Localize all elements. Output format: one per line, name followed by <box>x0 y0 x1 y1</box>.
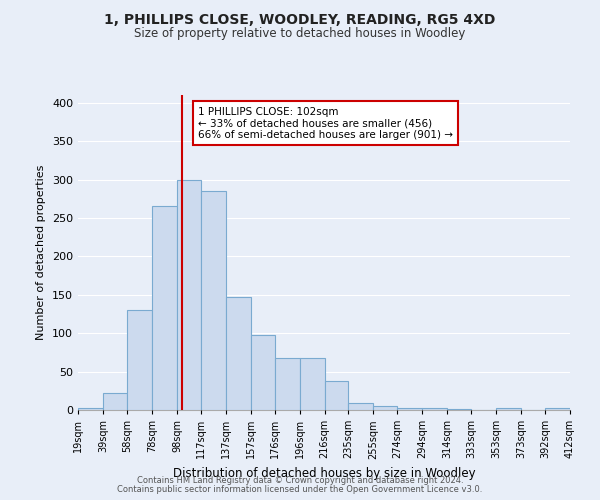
X-axis label: Distribution of detached houses by size in Woodley: Distribution of detached houses by size … <box>173 467 475 480</box>
Bar <box>496 408 521 410</box>
Bar <box>275 358 299 410</box>
Bar <box>78 408 103 410</box>
Bar <box>200 191 226 410</box>
Bar <box>152 206 177 410</box>
Bar <box>299 358 325 410</box>
Bar <box>545 408 570 410</box>
Bar <box>226 297 251 410</box>
Bar <box>422 408 448 410</box>
Bar <box>127 310 152 410</box>
Text: 1 PHILLIPS CLOSE: 102sqm
← 33% of detached houses are smaller (456)
66% of semi-: 1 PHILLIPS CLOSE: 102sqm ← 33% of detach… <box>198 106 453 140</box>
Text: Contains public sector information licensed under the Open Government Licence v3: Contains public sector information licen… <box>118 485 482 494</box>
Bar <box>251 334 275 410</box>
Text: 1, PHILLIPS CLOSE, WOODLEY, READING, RG5 4XD: 1, PHILLIPS CLOSE, WOODLEY, READING, RG5… <box>104 12 496 26</box>
Bar <box>177 180 200 410</box>
Bar <box>397 408 422 410</box>
Bar <box>325 381 349 410</box>
Bar <box>103 393 127 410</box>
Text: Contains HM Land Registry data © Crown copyright and database right 2024.: Contains HM Land Registry data © Crown c… <box>137 476 463 485</box>
Bar <box>373 406 397 410</box>
Bar <box>349 403 373 410</box>
Text: Size of property relative to detached houses in Woodley: Size of property relative to detached ho… <box>134 28 466 40</box>
Y-axis label: Number of detached properties: Number of detached properties <box>37 165 46 340</box>
Bar <box>448 409 471 410</box>
